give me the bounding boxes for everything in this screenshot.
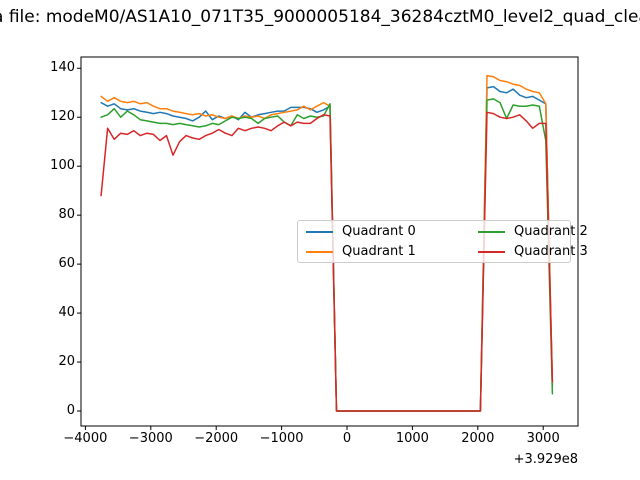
legend-entry-quadrant-2: Quadrant 2 xyxy=(478,223,588,240)
legend-entry-quadrant-3: Quadrant 3 xyxy=(478,243,588,260)
x-tick-label: −1000 xyxy=(259,431,304,446)
series-line-quadrant-3 xyxy=(100,111,554,412)
x-tick-label: 3000 xyxy=(526,431,560,446)
legend-line-sample-quadrant-0 xyxy=(306,230,333,233)
legend-line-sample-quadrant-1 xyxy=(306,250,333,253)
x-tick-label: −2000 xyxy=(194,431,239,446)
legend-line-sample-quadrant-2 xyxy=(478,230,505,233)
legend-entry-quadrant-1: Quadrant 1 xyxy=(306,243,446,260)
legend-column-1: Quadrant 0 Quadrant 1 xyxy=(306,223,446,260)
x-tick-label: 0 xyxy=(342,431,352,446)
y-tick-label: 0 xyxy=(66,403,75,418)
legend-label-quadrant-3: Quadrant 3 xyxy=(514,244,588,259)
legend-label-quadrant-2: Quadrant 2 xyxy=(514,224,588,239)
y-tick-label: 80 xyxy=(58,207,75,223)
x-axis-offset-label: +3.929e8 xyxy=(513,452,578,467)
y-tick-label: 120 xyxy=(50,109,75,125)
legend-label-quadrant-0: Quadrant 0 xyxy=(342,224,416,239)
legend-line-sample-quadrant-3 xyxy=(478,250,505,253)
legend-column-2: Quadrant 2 Quadrant 3 xyxy=(478,223,588,260)
y-tick-label: 20 xyxy=(58,354,75,370)
legend: Quadrant 0 Quadrant 1 Quadrant 2 Quadran… xyxy=(297,220,588,263)
axes-frame xyxy=(80,56,579,427)
plot-title: a file: modeM0/AS1A10_071T35_9000005184_… xyxy=(0,7,640,27)
legend-label-quadrant-1: Quadrant 1 xyxy=(342,244,416,259)
x-tick-label: −3000 xyxy=(128,431,173,446)
x-tick-label: 1000 xyxy=(395,431,429,446)
x-tick-label: −4000 xyxy=(63,431,108,446)
y-tick-label: 140 xyxy=(50,60,75,76)
x-tick-label: 2000 xyxy=(461,431,495,446)
y-tick-label: 60 xyxy=(58,256,75,272)
y-tick-label: 40 xyxy=(58,305,75,321)
y-tick-label: 100 xyxy=(50,158,75,174)
legend-entry-quadrant-0: Quadrant 0 xyxy=(306,223,446,240)
